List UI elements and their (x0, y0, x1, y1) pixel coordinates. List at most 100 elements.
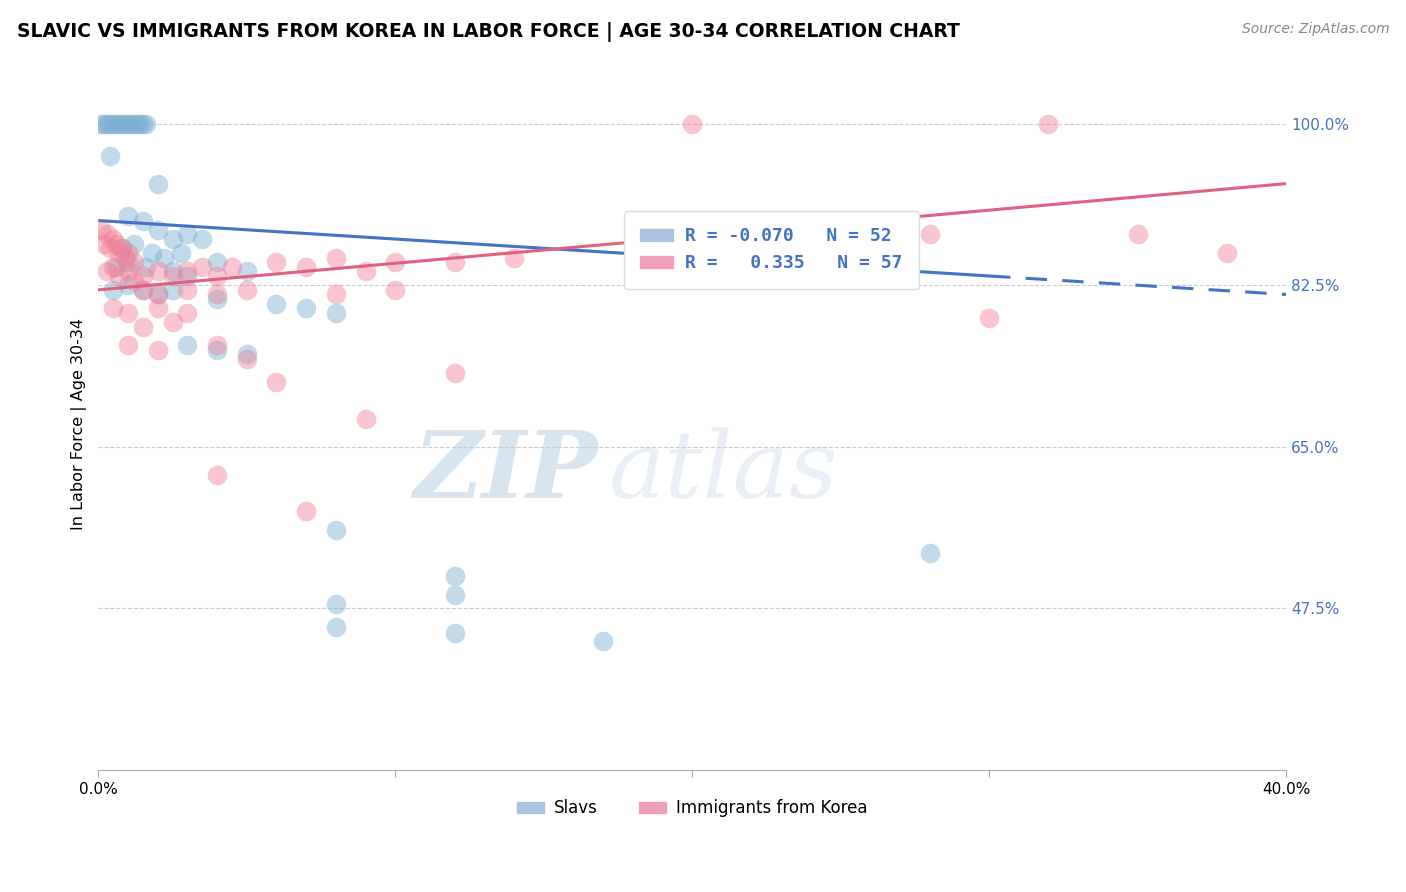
Point (98, 117, 121, 131)
Point (132, 213, 155, 227)
Point (117, 246, 139, 260)
Point (443, 569, 465, 583)
Legend: Slavs, Immigrants from Korea: Slavs, Immigrants from Korea (510, 793, 875, 824)
Point (129, 117, 152, 131)
Point (117, 209, 139, 223)
Point (146, 177, 169, 191)
Point (354, 412, 377, 426)
Point (443, 255, 465, 269)
Point (236, 283, 259, 297)
Point (132, 283, 155, 297)
Point (443, 626, 465, 640)
Point (146, 264, 169, 278)
Point (93, 236, 115, 251)
Point (111, 241, 134, 255)
Point (162, 264, 184, 278)
Point (354, 264, 377, 278)
Point (176, 283, 198, 297)
Point (325, 523, 347, 537)
Point (191, 260, 214, 274)
Point (120, 117, 142, 131)
Point (135, 260, 157, 274)
Point (221, 260, 243, 274)
Point (146, 301, 169, 316)
Point (176, 268, 198, 283)
Point (132, 268, 155, 283)
Point (162, 315, 184, 329)
Point (325, 251, 347, 265)
Point (176, 227, 198, 242)
Text: Source: ZipAtlas.com: Source: ZipAtlas.com (1241, 22, 1389, 37)
Point (146, 223, 169, 237)
Text: SLAVIC VS IMMIGRANTS FROM KOREA IN LABOR FORCE | AGE 30-34 CORRELATION CHART: SLAVIC VS IMMIGRANTS FROM KOREA IN LABOR… (17, 22, 960, 42)
Point (236, 264, 259, 278)
Point (117, 117, 139, 131)
Point (117, 278, 139, 293)
Point (146, 287, 169, 301)
Text: atlas: atlas (609, 427, 838, 517)
Point (125, 117, 148, 131)
Point (266, 255, 288, 269)
Point (205, 467, 228, 482)
Point (96, 117, 118, 131)
Point (98, 241, 121, 255)
Point (325, 306, 347, 320)
Point (96, 264, 118, 278)
Point (162, 268, 184, 283)
Point (295, 504, 318, 518)
Point (266, 296, 288, 310)
Point (108, 268, 131, 283)
Point (236, 347, 259, 361)
Point (90, 117, 112, 131)
Point (122, 255, 145, 269)
Point (162, 232, 184, 246)
Point (105, 260, 128, 274)
Point (205, 287, 228, 301)
Point (266, 375, 288, 389)
Point (176, 264, 198, 278)
Point (1126, 227, 1149, 242)
Point (114, 117, 136, 131)
Point (96, 227, 118, 242)
Y-axis label: In Labor Force | Age 30-34: In Labor Force | Age 30-34 (72, 318, 87, 530)
Point (132, 117, 155, 131)
Point (681, 117, 703, 131)
Point (384, 283, 406, 297)
Point (122, 117, 145, 131)
Point (592, 633, 614, 648)
Point (191, 232, 214, 246)
Point (103, 283, 125, 297)
Point (114, 251, 136, 265)
Point (132, 283, 155, 297)
Point (103, 260, 125, 274)
Point (122, 236, 145, 251)
Point (443, 366, 465, 380)
Point (105, 236, 128, 251)
Point (98, 149, 121, 163)
Point (103, 117, 125, 131)
Point (170, 246, 193, 260)
Point (117, 338, 139, 352)
Point (1215, 246, 1237, 260)
Point (105, 117, 128, 131)
Point (162, 283, 184, 297)
Point (325, 620, 347, 634)
Point (443, 588, 465, 602)
Point (205, 292, 228, 306)
Point (111, 117, 134, 131)
Point (93, 117, 115, 131)
Point (295, 301, 318, 316)
Point (90, 223, 112, 237)
Point (325, 287, 347, 301)
Point (503, 251, 526, 265)
Point (236, 352, 259, 367)
Point (108, 117, 131, 131)
Point (117, 264, 139, 278)
Point (977, 310, 1000, 325)
Point (146, 343, 169, 357)
Point (122, 274, 145, 288)
Point (859, 264, 882, 278)
Point (918, 227, 941, 242)
Point (918, 546, 941, 560)
Point (117, 306, 139, 320)
